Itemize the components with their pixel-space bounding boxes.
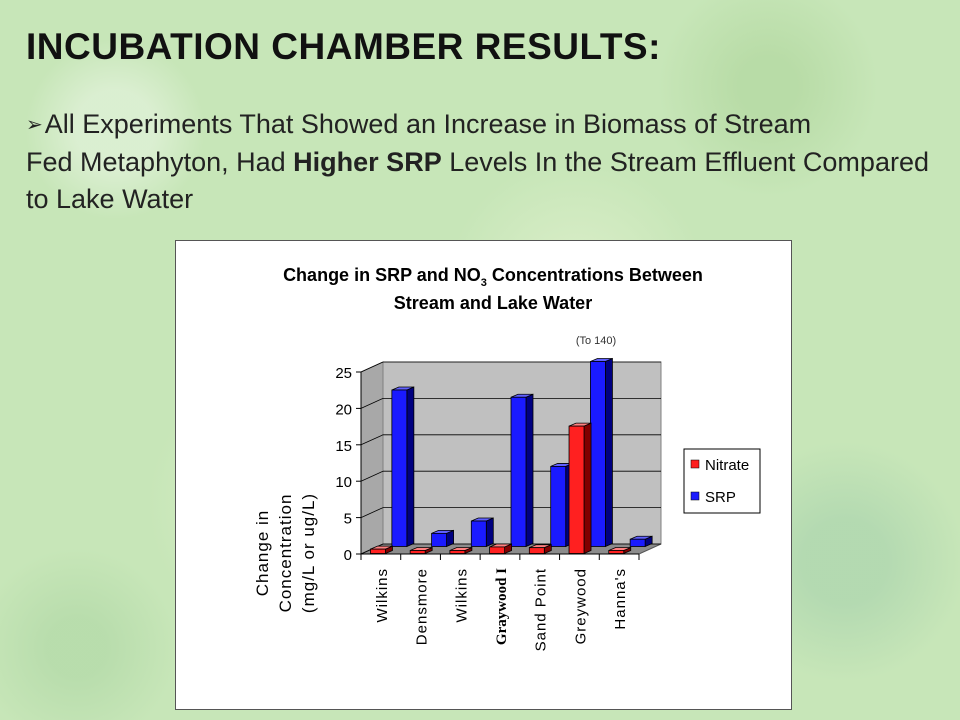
bar-nitrate <box>528 547 545 554</box>
y-tick-label: 10 <box>335 474 352 491</box>
bar-nitrate <box>489 546 506 554</box>
x-tick-label: Graywood I <box>494 568 510 645</box>
x-tick-label: Wilkins <box>374 568 391 623</box>
gridline-side <box>360 434 384 446</box>
bar-srp <box>431 532 447 547</box>
bar-nitrate <box>608 550 625 554</box>
gridline-side <box>360 361 384 373</box>
x-tick-label: Wilkins <box>453 568 470 623</box>
y-tick-label: 5 <box>344 511 352 528</box>
bar-srp <box>391 389 408 547</box>
gridline-side <box>360 398 384 409</box>
bar-srp <box>550 466 567 547</box>
chart-title-line1: Change in SRP and NO3 Concentrations Bet… <box>283 265 703 289</box>
x-tick-label: Greywood <box>572 568 589 644</box>
bar-srp <box>470 520 487 547</box>
legend-swatch-srp <box>690 491 700 501</box>
ylabel-line3: (mg/L or ug/L) <box>299 493 318 613</box>
bar-srp-side <box>485 517 494 548</box>
gridline-side <box>360 470 384 482</box>
chart-container: Change in SRP and NO3 Concentrations Bet… <box>175 240 792 710</box>
x-tick-label: Hanna's <box>612 568 629 630</box>
chart-title-line2: Stream and Lake Water <box>394 293 592 313</box>
bar-srp-side <box>525 393 534 548</box>
y-axis-label: Change in Concentration (mg/L or ug/L) <box>253 493 318 613</box>
bar-srp-side <box>605 357 613 548</box>
bar-srp <box>590 361 606 547</box>
bar-srp <box>629 538 646 547</box>
bar-nitrate-side <box>583 422 592 555</box>
bullet-part1: All Experiments That Showed an Increase … <box>44 109 812 139</box>
bullet-bold: Higher SRP <box>293 147 442 177</box>
legend: Nitrate SRP <box>683 448 761 514</box>
side-wall <box>360 361 384 555</box>
bar-nitrate <box>409 550 426 554</box>
bullet-part3: Levels In the Stream Effluent Compared t… <box>26 147 929 214</box>
arrow-bullet-icon: ➢ <box>26 114 43 136</box>
ylabel-line2: Concentration <box>276 494 295 613</box>
x-tick-label: Densmore <box>414 568 431 645</box>
y-tick-label: 25 <box>335 365 352 382</box>
bar-srp <box>510 396 527 547</box>
ylabel-line1: Change in <box>253 510 272 597</box>
legend-label-nitrate: Nitrate <box>705 457 749 474</box>
bar-nitrate <box>370 548 386 554</box>
slide-title: INCUBATION CHAMBER RESULTS: <box>26 26 661 67</box>
y-tick-label: 0 <box>344 547 352 564</box>
chart-annotation: (To 140) <box>576 335 616 347</box>
chart-svg: Change in SRP and NO3 Concentrations Bet… <box>253 265 761 651</box>
bullet-text: ➢All Experiments That Showed an Increase… <box>26 106 936 218</box>
plot-area: 0 5 10 15 20 25 Wilkins Densmore Wilkins Graywood… <box>335 357 662 651</box>
bar-srp-side <box>406 386 415 548</box>
gridline-side <box>360 507 384 518</box>
y-tick-label: 20 <box>335 401 352 418</box>
y-tick-label: 15 <box>335 438 352 455</box>
bar-nitrate <box>449 550 466 554</box>
legend-label-srp: SRP <box>705 489 736 506</box>
legend-swatch-nitrate <box>690 459 700 469</box>
x-tick-label: Sand Point <box>533 568 550 651</box>
bullet-part2: Fed Metaphyton, Had <box>26 147 286 177</box>
bar-nitrate <box>568 425 585 554</box>
